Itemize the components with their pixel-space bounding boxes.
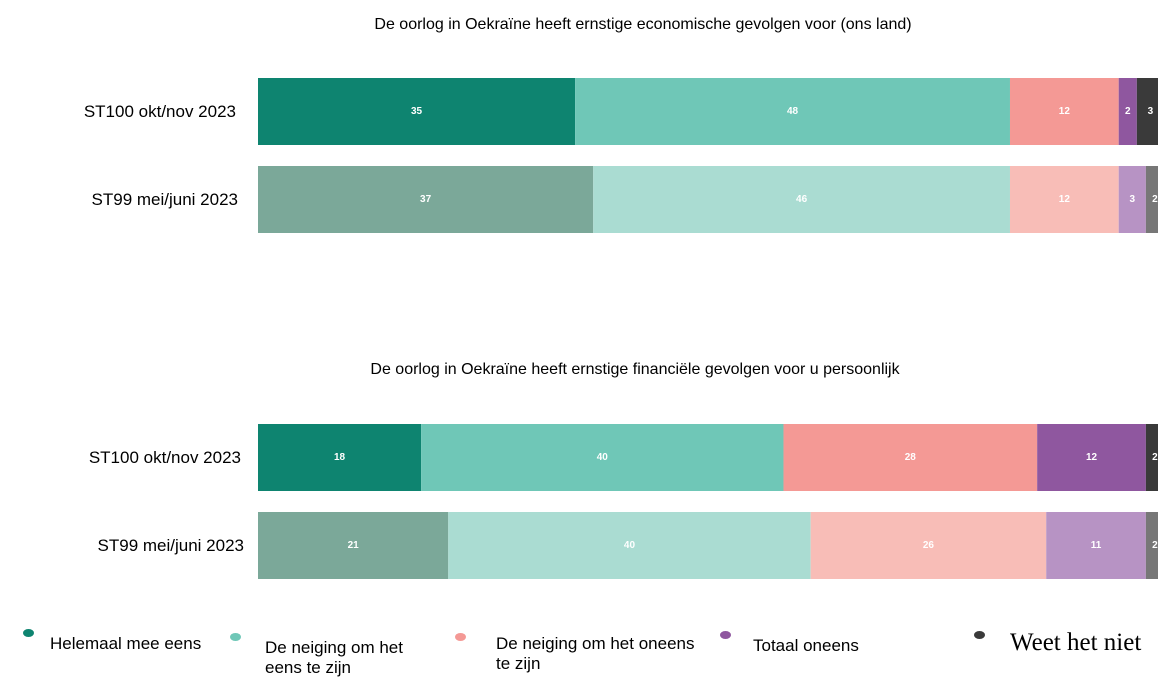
chart-title: De oorlog in Oekraïne heeft ernstige fin… — [370, 361, 900, 378]
data-label: 2 — [1152, 540, 1158, 551]
data-label: 40 — [597, 452, 609, 463]
bar-segment — [1037, 424, 1146, 491]
data-label: 40 — [624, 540, 636, 551]
data-label: 21 — [348, 540, 360, 551]
bar-segment — [448, 512, 811, 579]
data-label: 2 — [1125, 106, 1131, 117]
category-label: ST100 okt/nov 2023 — [84, 102, 236, 121]
bar-segment — [1118, 166, 1146, 233]
bar-segment — [258, 424, 422, 491]
data-label: 11 — [1091, 540, 1102, 551]
bar-segment — [1046, 512, 1146, 579]
bar-segment — [421, 424, 784, 491]
legend-marker — [230, 633, 241, 641]
data-label: 18 — [334, 452, 346, 463]
data-label: 28 — [905, 452, 917, 463]
legend-label: De neiging om het oneens te zijn — [496, 634, 695, 673]
bar-segment — [1009, 78, 1119, 145]
data-label: 37 — [420, 194, 432, 205]
bar-segment — [783, 424, 1038, 491]
category-label: ST99 mei/juni 2023 — [92, 190, 238, 209]
bar-segment — [1145, 424, 1158, 491]
bar-segment — [1136, 78, 1158, 145]
legend-label: De neiging om het eens te zijn — [265, 638, 403, 677]
legend-marker — [720, 631, 731, 639]
data-label: 2 — [1152, 194, 1158, 205]
bar-segment — [258, 78, 576, 145]
data-label: 12 — [1059, 194, 1071, 205]
data-label: 48 — [787, 106, 799, 117]
bar-segment — [258, 512, 449, 579]
data-label: 3 — [1148, 106, 1154, 117]
bar-segment — [1145, 166, 1158, 233]
chart-title: De oorlog in Oekraïne heeft ernstige eco… — [374, 16, 911, 33]
legend-marker — [23, 629, 34, 637]
data-label: 12 — [1086, 452, 1098, 463]
data-label: 46 — [796, 194, 808, 205]
data-label: 35 — [411, 106, 423, 117]
data-label: 3 — [1130, 194, 1136, 205]
bar-segment — [258, 166, 594, 233]
data-label: 26 — [923, 540, 935, 551]
bar-segment — [1118, 78, 1137, 145]
legend-marker — [455, 633, 466, 641]
data-label: 12 — [1059, 106, 1071, 117]
category-label: ST100 okt/nov 2023 — [89, 448, 241, 467]
legend-label: Helemaal mee eens — [50, 634, 202, 653]
bar-segment — [810, 512, 1047, 579]
bar-segment — [575, 78, 1010, 145]
legend-label: Totaal oneens — [753, 636, 859, 655]
bar-segment — [593, 166, 1010, 233]
legend-marker — [974, 631, 985, 639]
category-label: ST99 mei/juni 2023 — [98, 536, 244, 555]
bar-segment — [1009, 166, 1119, 233]
bar-segment — [1145, 512, 1158, 579]
legend-label: Weet het niet — [1010, 629, 1142, 656]
data-label: 2 — [1152, 452, 1158, 463]
